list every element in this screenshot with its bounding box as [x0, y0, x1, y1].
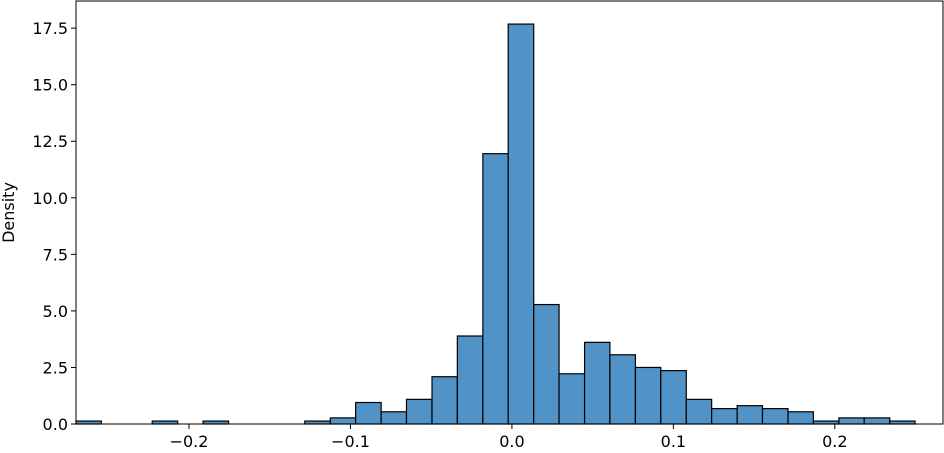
- y-tick-label: 5.0: [43, 302, 68, 321]
- x-tick-label: 0.1: [661, 432, 686, 451]
- histogram-bar-11: [355, 401, 382, 425]
- histogram-bar-25: [711, 408, 738, 425]
- histogram-bars: [75, 23, 916, 425]
- y-tick-label: 10.0: [32, 189, 68, 208]
- histogram-bar-26: [736, 405, 764, 425]
- histogram-bar-28: [787, 411, 814, 425]
- y-tick-label: 7.5: [43, 245, 68, 264]
- histogram-bar-19: [558, 373, 586, 425]
- histogram-bar-21: [609, 354, 637, 425]
- plot-area-frame: [75, 0, 944, 425]
- histogram-bar-17: [507, 23, 535, 425]
- histogram-bar-30: [838, 417, 865, 425]
- y-tick-label: 2.5: [43, 358, 68, 377]
- y-axis-label: Density: [0, 182, 18, 243]
- y-tick-label: 12.5: [32, 132, 68, 151]
- histogram-bar-23: [660, 370, 687, 425]
- x-tick-label: 0.2: [822, 432, 847, 451]
- histogram-bar-16: [482, 153, 509, 425]
- histogram-bar-13: [405, 398, 433, 425]
- histogram-bar-20: [583, 341, 611, 425]
- histogram-bar-10: [329, 417, 357, 425]
- histogram-bar-18: [533, 303, 560, 425]
- x-tick-label: 0.0: [499, 432, 524, 451]
- x-axis: −0.2 −0.1 0.0 0.1 0.2: [170, 424, 848, 451]
- histogram-bar-14: [431, 376, 458, 425]
- x-tick-label: −0.1: [331, 432, 370, 451]
- y-axis: 0.0 2.5 5.0 7.5 10.0 12.5 15.0 17.5: [32, 19, 76, 434]
- y-tick-label: 15.0: [32, 76, 68, 95]
- histogram-bar-24: [685, 398, 713, 425]
- histogram-bar-22: [634, 366, 662, 425]
- histogram-bar-12: [380, 411, 408, 425]
- histogram-bar-31: [863, 417, 891, 425]
- histogram-bar-27: [761, 408, 789, 425]
- y-tick-label: 17.5: [32, 19, 68, 38]
- histogram-bar-15: [456, 335, 484, 425]
- x-tick-label: −0.2: [170, 432, 209, 451]
- y-tick-label: 0.0: [43, 415, 68, 434]
